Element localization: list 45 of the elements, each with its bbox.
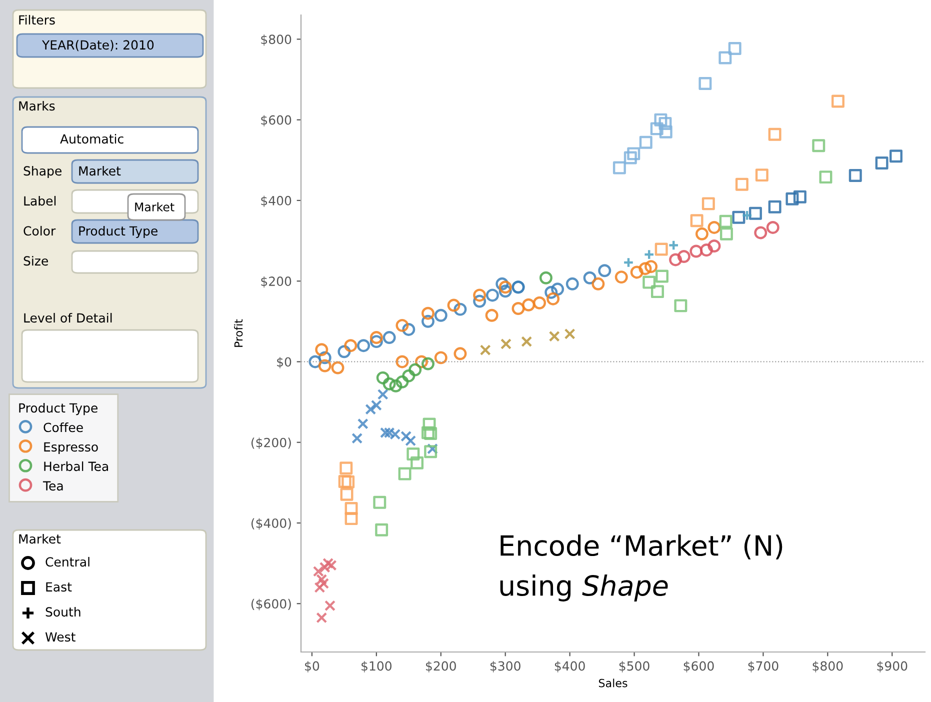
y-tick-label: $800: [261, 34, 292, 46]
x-tick-label: $200: [426, 661, 456, 672]
legend-label: Coffee: [44, 422, 83, 432]
text: Color: [24, 226, 56, 236]
x-tick-label: $700: [748, 661, 778, 672]
annotation: Shape: [582, 574, 668, 602]
annotation: using: [500, 574, 571, 602]
y-tick-label: ($600): [251, 598, 291, 610]
text: Label: [24, 196, 56, 206]
x-tick-label: $800: [812, 661, 843, 672]
text: Automatic: [60, 134, 124, 144]
text: Market: [135, 202, 174, 212]
y-tick-label: ($400): [251, 518, 291, 530]
legend-title: Product Type: [19, 403, 98, 416]
y-tick-label: $400: [261, 196, 292, 208]
text: Central: [46, 556, 90, 567]
x-tick-label: $900: [877, 661, 908, 672]
y-tick-label: $600: [261, 115, 292, 126]
x-tick-label: $0: [305, 661, 320, 672]
y-axis-title: Profit: [234, 319, 243, 347]
text: YEAR(Date): 2010: [42, 40, 154, 52]
x-tick-label: $600: [684, 661, 714, 672]
annotation: Encode “Market” (N): [500, 534, 782, 560]
text: West: [45, 632, 76, 642]
y-tick-label: $0: [277, 356, 292, 368]
y-tick-label: ($200): [251, 438, 291, 449]
text: South: [46, 606, 80, 617]
legend-label: Espresso: [44, 442, 98, 454]
text: Product Type: [79, 226, 158, 238]
x-tick-label: $300: [490, 661, 520, 672]
text: Marks: [19, 100, 55, 111]
text: Market: [19, 534, 61, 544]
text: Market: [79, 166, 121, 176]
legend-label: Herbal Tea: [44, 461, 108, 472]
text: Shape: [24, 166, 62, 178]
x-tick-label: $100: [362, 661, 392, 672]
x-tick-label: $400: [554, 661, 585, 672]
text: East: [46, 582, 72, 592]
text: Filters: [19, 14, 55, 25]
y-tick-label: $200: [261, 276, 292, 288]
text: Size: [24, 256, 48, 266]
x-axis-title: Sales: [598, 678, 628, 688]
legend-label: Tea: [42, 481, 63, 491]
x-tick-label: $500: [619, 661, 650, 672]
text: Level of Detail: [24, 312, 112, 323]
